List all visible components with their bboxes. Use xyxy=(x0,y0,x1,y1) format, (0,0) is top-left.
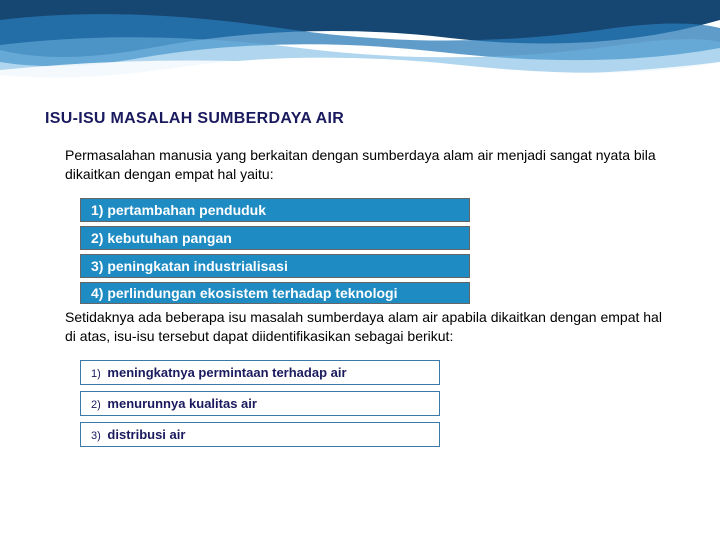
white-item-1-num: 1) xyxy=(91,368,101,380)
white-item-2-num: 2) xyxy=(91,399,101,411)
blue-item-1: 1) pertambahan penduduk xyxy=(80,198,470,222)
white-item-3-num: 3) xyxy=(91,430,101,442)
slide-content: ISU-ISU MASALAH SUMBERDAYA AIR Permasala… xyxy=(0,0,720,447)
second-paragraph: Setidaknya ada beberapa isu masalah sumb… xyxy=(45,308,675,346)
white-item-2: 2) menurunnya kualitas air xyxy=(80,391,440,416)
white-item-3-text: distribusi air xyxy=(107,427,185,442)
white-item-3: 3) distribusi air xyxy=(80,422,440,447)
blue-item-2: 2) kebutuhan pangan xyxy=(80,226,470,250)
intro-paragraph: Permasalahan manusia yang berkaitan deng… xyxy=(45,146,675,184)
white-item-1-text: meningkatnya permintaan terhadap air xyxy=(107,365,346,380)
slide-title: ISU-ISU MASALAH SUMBERDAYA AIR xyxy=(45,110,675,128)
white-item-1: 1) meningkatnya permintaan terhadap air xyxy=(80,360,440,385)
blue-list: 1) pertambahan penduduk 2) kebutuhan pan… xyxy=(45,198,675,305)
blue-item-4: 4) perlindungan ekosistem terhadap tekno… xyxy=(80,282,470,305)
blue-item-3: 3) peningkatan industrialisasi xyxy=(80,254,470,278)
white-item-2-text: menurunnya kualitas air xyxy=(107,396,257,411)
white-list: 1) meningkatnya permintaan terhadap air … xyxy=(45,360,675,447)
